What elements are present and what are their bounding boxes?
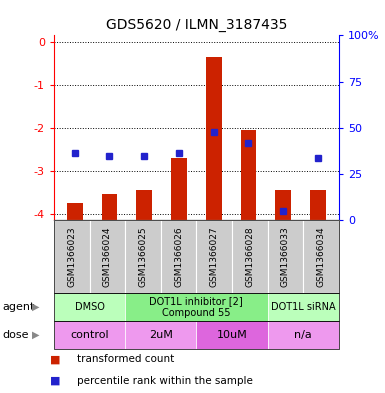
Text: 10uM: 10uM <box>217 330 247 340</box>
Bar <box>241 130 256 220</box>
Text: GSM1366034: GSM1366034 <box>316 226 325 287</box>
Text: ■: ■ <box>50 354 60 364</box>
Title: GDS5620 / ILMN_3187435: GDS5620 / ILMN_3187435 <box>105 18 287 31</box>
Text: ▶: ▶ <box>32 330 40 340</box>
Bar <box>102 194 117 220</box>
Text: GSM1366033: GSM1366033 <box>281 226 290 287</box>
Text: DMSO: DMSO <box>75 302 104 312</box>
Bar <box>206 57 221 220</box>
Text: GSM1366024: GSM1366024 <box>103 226 112 286</box>
Text: GSM1366023: GSM1366023 <box>67 226 76 287</box>
Text: GSM1366025: GSM1366025 <box>139 226 147 287</box>
Text: GSM1366027: GSM1366027 <box>210 226 219 287</box>
Bar <box>310 190 326 220</box>
Text: percentile rank within the sample: percentile rank within the sample <box>77 376 253 386</box>
Bar <box>136 190 152 220</box>
Text: ▶: ▶ <box>32 302 40 312</box>
Text: 2uM: 2uM <box>149 330 173 340</box>
Text: ■: ■ <box>50 376 60 386</box>
Bar <box>275 190 291 220</box>
Text: DOT1L inhibitor [2]
Compound 55: DOT1L inhibitor [2] Compound 55 <box>149 296 243 318</box>
Text: dose: dose <box>2 330 28 340</box>
Bar <box>67 203 82 220</box>
Text: n/a: n/a <box>294 330 312 340</box>
Bar <box>171 158 187 220</box>
Text: GSM1366028: GSM1366028 <box>245 226 254 287</box>
Text: agent: agent <box>2 302 34 312</box>
Text: GSM1366026: GSM1366026 <box>174 226 183 287</box>
Text: control: control <box>70 330 109 340</box>
Text: transformed count: transformed count <box>77 354 174 364</box>
Text: DOT1L siRNA: DOT1L siRNA <box>271 302 335 312</box>
